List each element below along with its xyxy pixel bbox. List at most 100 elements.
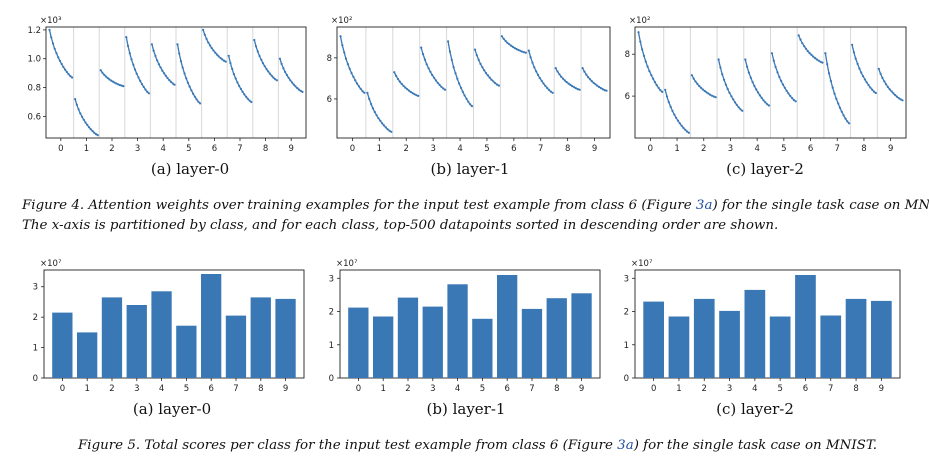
attention-point <box>60 62 63 66</box>
attention-point <box>137 76 140 79</box>
score-bar-class-0 <box>643 301 664 378</box>
attention-point <box>703 89 706 93</box>
attention-point <box>657 86 660 89</box>
x-tick-label: 8 <box>861 144 866 154</box>
x-tick-label: 0 <box>356 384 361 394</box>
attention-point <box>171 82 174 85</box>
score-bar-class-8 <box>546 298 567 378</box>
x-tick-label: 5 <box>184 384 189 394</box>
attention-point <box>721 73 724 76</box>
attention-point <box>371 107 374 110</box>
attention-point <box>417 94 420 97</box>
attention-point <box>746 65 749 68</box>
attention-point <box>686 130 689 133</box>
attention-point <box>684 128 687 131</box>
x-tick-label: 4 <box>455 384 460 394</box>
x-tick-label: 5 <box>186 144 191 154</box>
attention-point <box>778 75 781 78</box>
attention-point <box>436 81 439 84</box>
attention-point <box>81 115 84 118</box>
attention-point <box>231 67 234 71</box>
attention-point <box>227 54 230 57</box>
figure4-ref-link[interactable]: 3a <box>695 198 713 213</box>
attention-point <box>712 95 715 98</box>
attention-point <box>890 90 893 93</box>
attention-point <box>653 81 657 84</box>
attention-curve-class-9 <box>878 68 903 101</box>
attention-point <box>881 76 884 79</box>
attention-point <box>120 84 123 87</box>
attention-point <box>583 70 586 73</box>
attention-point <box>840 110 843 113</box>
attention-point <box>673 113 676 116</box>
x-tick-label: 0 <box>648 144 653 154</box>
attention-point <box>407 89 411 92</box>
attention-curve-class-7 <box>528 50 554 94</box>
attention-point <box>258 54 261 58</box>
attention-point <box>459 86 463 89</box>
score-bar-class-7 <box>820 315 842 378</box>
score-bar-class-6 <box>795 275 816 378</box>
attention-point <box>86 123 89 126</box>
attention-point <box>75 103 78 106</box>
x-tick-label: 3 <box>134 384 139 394</box>
attention-point <box>402 84 405 87</box>
attention-point <box>851 43 854 46</box>
attention-point <box>193 95 196 98</box>
attention-point <box>339 35 342 38</box>
attention-point <box>65 70 68 74</box>
attention-curve-class-8 <box>851 44 877 94</box>
attention-point <box>581 67 584 70</box>
attention-point <box>186 81 189 84</box>
attention-point <box>899 98 902 101</box>
attention-point <box>821 61 824 64</box>
y-tick-label: 0 <box>33 374 38 384</box>
y-tick-label: 0 <box>329 374 334 384</box>
attention-point <box>831 86 834 89</box>
attention-curve-class-8 <box>555 67 580 91</box>
y-tick-label: 3 <box>33 283 38 293</box>
attention-point <box>549 90 553 93</box>
attention-point <box>368 97 371 100</box>
attention-point <box>53 47 56 50</box>
attention-point <box>749 76 752 79</box>
attention-point <box>522 51 526 54</box>
figure5-ref-link[interactable]: 3a <box>617 438 634 453</box>
x-tick-label: 2 <box>404 144 409 154</box>
attention-point <box>533 66 536 69</box>
x-tick-label: 3 <box>430 144 435 154</box>
attention-curve-class-8 <box>253 39 278 81</box>
attention-point <box>434 79 437 82</box>
attention-point <box>440 85 443 88</box>
attention-point <box>701 88 704 91</box>
attention-point <box>567 82 570 85</box>
score-bar-class-5 <box>769 316 791 378</box>
attention-point <box>874 91 877 95</box>
attention-point <box>687 131 691 134</box>
attention-point <box>594 83 597 86</box>
attention-point <box>89 128 92 131</box>
y-tick-label: 2 <box>329 308 334 318</box>
attention-point <box>104 75 107 78</box>
attention-point <box>209 44 212 47</box>
attention-point <box>826 63 829 66</box>
attention-point <box>197 100 200 103</box>
x-tick-label: 6 <box>511 144 516 154</box>
attention-point <box>598 85 601 89</box>
attention-point <box>452 66 455 69</box>
attention-point <box>547 88 551 91</box>
attention-point <box>596 84 599 87</box>
attention-point <box>812 55 815 58</box>
fig4-subcaption-a: (a) layer-0 <box>150 160 230 178</box>
attention-point <box>135 72 138 75</box>
x-tick-label: 5 <box>777 384 782 394</box>
attention-point <box>157 63 160 66</box>
attention-point <box>844 117 847 120</box>
attention-point <box>787 92 790 95</box>
attention-point <box>562 77 565 80</box>
attention-point <box>404 86 407 89</box>
attention-point <box>341 44 344 47</box>
attention-point <box>676 119 680 122</box>
attention-point <box>642 54 646 58</box>
score-bar-class-8 <box>250 297 271 378</box>
